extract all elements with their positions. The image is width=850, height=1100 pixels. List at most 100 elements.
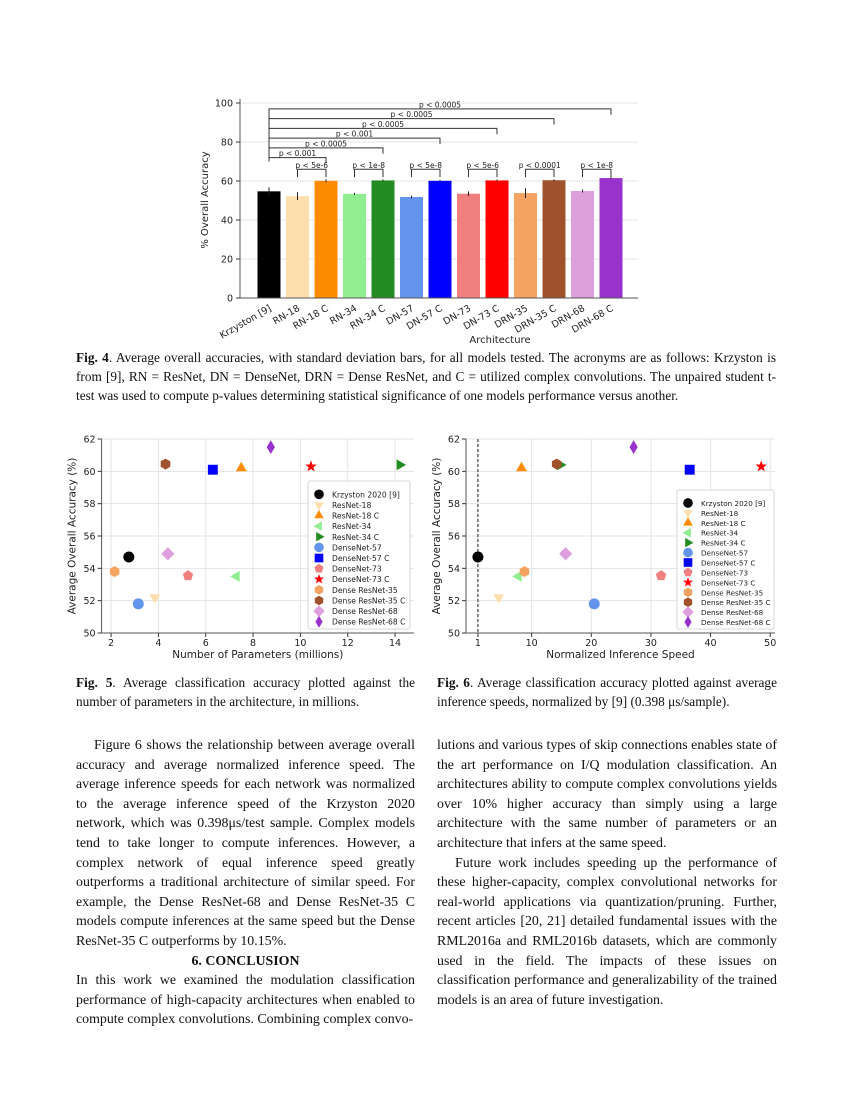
legend-item: ResNet-18	[314, 501, 371, 511]
bar	[542, 180, 566, 298]
legend-item: DenseNet-57 C	[314, 553, 389, 563]
legend-item: DenseNet-73 C	[314, 574, 389, 584]
fig5-caption: Fig. 5. Average classification accuracy …	[76, 673, 415, 711]
x-tick-label: Krzyston [9]	[218, 303, 273, 341]
significance-bracket	[268, 108, 612, 162]
y-axis-label: Average Overall Accuracy (%)	[67, 458, 79, 615]
significance-label: p < 1e-8	[352, 161, 385, 170]
triangle-left-marker	[230, 570, 240, 582]
legend-label: Dense ResNet-68 C	[701, 618, 770, 627]
significance-label: p < 0.0001	[519, 161, 561, 170]
hexagon-marker	[683, 597, 693, 607]
legend-item: DenseNet-57	[683, 547, 748, 558]
legend-item: DenseNet-57	[314, 542, 382, 552]
y-axis-label: % Overall Accuracy	[200, 151, 211, 248]
triangle-left-marker	[682, 528, 691, 538]
square-marker	[684, 464, 695, 475]
y-axis-label: Average Overall Accuracy (%)	[431, 458, 443, 615]
legend-item: Dense ResNet-35 C	[314, 595, 405, 605]
triangle-up-marker	[314, 510, 324, 519]
legend-item: Krzyston 2020 [9]	[683, 498, 765, 508]
y-tick-label: 0	[227, 294, 233, 305]
bar	[485, 180, 509, 298]
x-tick-label: 1	[475, 638, 481, 649]
triangle-right-marker	[685, 537, 694, 548]
triangle-down-marker	[149, 594, 161, 604]
bar	[314, 180, 338, 298]
x-tick-label: 10	[294, 638, 306, 649]
x-tick-label: 30	[645, 638, 657, 649]
legend-item: ResNet-34 C	[685, 537, 746, 548]
y-tick-label: 54	[448, 564, 460, 575]
hexagon-marker	[683, 587, 693, 598]
triangle-down-marker	[314, 502, 324, 511]
legend-label: DenseNet-73	[701, 568, 748, 577]
fig6-scatter-chart: 1 10 20 30 40 50 50 52 54 56 58 60 62 Normalized Infe…	[431, 435, 776, 662]
legend-item: Krzyston 2020 [9]	[314, 489, 400, 500]
y-tick-label: 58	[84, 499, 96, 510]
significance-label: p < 0.0005	[390, 110, 432, 119]
diamond-marker	[161, 547, 175, 561]
x-tick-label: 2	[108, 638, 114, 649]
triangle-left-marker	[512, 570, 522, 582]
y-tick-label: 40	[221, 216, 233, 227]
y-tick-label: 52	[448, 596, 460, 607]
bar	[514, 193, 537, 298]
triangle-down-marker	[493, 594, 505, 604]
bar	[286, 196, 309, 298]
legend-item: DenseNet-73 C	[683, 577, 755, 587]
bar	[428, 180, 452, 298]
legend-label: Krzyston 2020 [9]	[332, 490, 400, 499]
legend-label: Dense ResNet-35	[701, 588, 763, 597]
bar	[400, 196, 423, 298]
diamond-marker	[682, 606, 694, 618]
paragraph-conclusion-cont: lutions and various types of skip connec…	[437, 738, 777, 851]
paragraph-future-work: Future work includes speeding up the per…	[437, 855, 777, 1008]
thin-diamond-marker	[266, 440, 275, 454]
y-tick-label: 50	[448, 629, 460, 640]
y-tick-label: 62	[84, 435, 96, 446]
legend-label: ResNet-34 C	[332, 533, 379, 542]
significance-label: p < 5e-6	[295, 161, 328, 170]
legend-item: Dense ResNet-68	[313, 605, 398, 617]
fig5-scatter-chart: 2 4 6 8 10 12 14 50 52 54 56 58 60 62 Number of Parame…	[67, 435, 414, 661]
legend-label: ResNet-18 C	[701, 519, 746, 528]
significance-bracket	[354, 168, 384, 178]
significance-label: p < 0.001	[279, 149, 317, 158]
fig6-caption-text: . Average classification accuracy plotte…	[437, 675, 777, 709]
circle-marker	[314, 489, 324, 500]
circle-marker	[472, 551, 484, 563]
triangle-right-marker	[316, 532, 325, 542]
y-tick-label: 60	[84, 467, 96, 478]
diamond-marker	[313, 605, 325, 617]
legend-item: Dense ResNet-35	[683, 587, 763, 598]
paragraph-conclusion-start: In this work we examined the modulation …	[76, 973, 415, 1028]
bar	[371, 180, 395, 298]
legend-item: DenseNet-73	[683, 567, 748, 577]
circle-marker	[683, 498, 693, 508]
thin-diamond-marker	[684, 616, 692, 629]
legend-label: Dense ResNet-35	[332, 586, 398, 595]
x-axis-label: Normalized Inference Speed	[546, 649, 694, 661]
hexagon-marker	[314, 585, 324, 595]
significance-bracket	[525, 168, 555, 178]
right-column: lutions and various types of skip connec…	[437, 736, 777, 1010]
legend-label: DenseNet-73 C	[332, 575, 389, 584]
y-tick-label: 20	[221, 255, 233, 266]
significance-label: p < 0.001	[336, 130, 374, 139]
legend-box	[676, 489, 775, 630]
fig4-caption-label: Fig. 4	[76, 350, 109, 365]
legend-label: DenseNet-57	[701, 549, 748, 558]
x-tick-label: 6	[203, 638, 209, 649]
legend-item: ResNet-34	[682, 528, 739, 538]
y-tick-label: 62	[448, 435, 460, 446]
legend-item: Dense ResNet-68 C	[684, 616, 770, 629]
legend-item: Dense ResNet-68 C	[315, 615, 405, 628]
bar	[257, 191, 281, 298]
legend-item: Dense ResNet-35 C	[683, 597, 770, 607]
significance-label: p < 0.0005	[362, 120, 404, 129]
hexagon-marker	[551, 458, 562, 470]
significance-label: p < 0.0005	[305, 139, 347, 148]
y-tick-label: 60	[448, 467, 460, 478]
